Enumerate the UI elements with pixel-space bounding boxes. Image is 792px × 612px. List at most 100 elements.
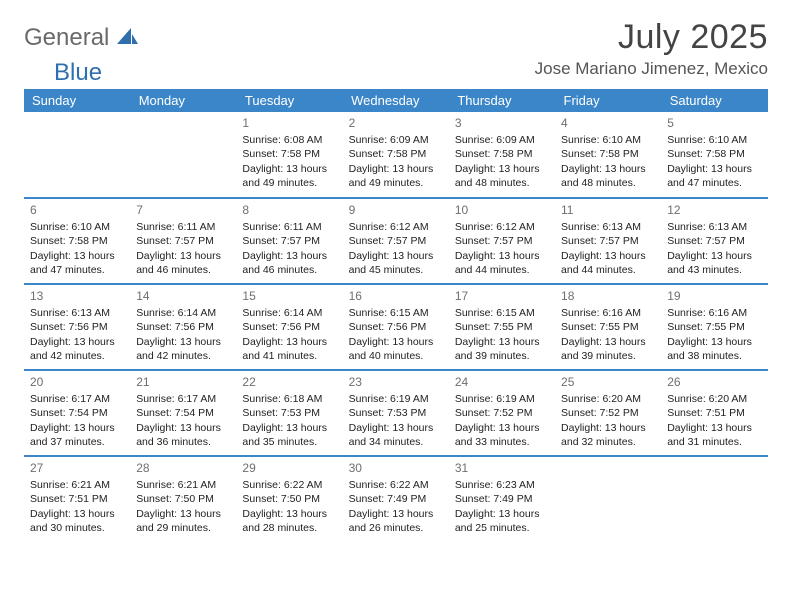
sunset-line: Sunset: 7:58 PM <box>667 147 761 161</box>
daylight-line: Daylight: 13 hours and 30 minutes. <box>30 507 124 535</box>
sunrise-line: Sunrise: 6:13 AM <box>667 220 761 234</box>
sunset-line: Sunset: 7:50 PM <box>136 492 230 506</box>
day-number: 21 <box>136 374 230 390</box>
day-number: 28 <box>136 460 230 476</box>
calendar-day-cell: 28Sunrise: 6:21 AMSunset: 7:50 PMDayligh… <box>130 456 236 542</box>
day-number: 14 <box>136 288 230 304</box>
sunset-line: Sunset: 7:54 PM <box>30 406 124 420</box>
calendar-day-cell: 15Sunrise: 6:14 AMSunset: 7:56 PMDayligh… <box>236 284 342 370</box>
page-title: July 2025 <box>535 18 768 57</box>
calendar-day-cell: 5Sunrise: 6:10 AMSunset: 7:58 PMDaylight… <box>661 112 767 198</box>
daylight-line: Daylight: 13 hours and 49 minutes. <box>242 162 336 190</box>
daylight-line: Daylight: 13 hours and 45 minutes. <box>349 249 443 277</box>
calendar-day-cell: 25Sunrise: 6:20 AMSunset: 7:52 PMDayligh… <box>555 370 661 456</box>
calendar-day-cell: 9Sunrise: 6:12 AMSunset: 7:57 PMDaylight… <box>343 198 449 284</box>
calendar-day-cell: 11Sunrise: 6:13 AMSunset: 7:57 PMDayligh… <box>555 198 661 284</box>
calendar-empty-cell <box>661 456 767 542</box>
sunset-line: Sunset: 7:57 PM <box>242 234 336 248</box>
sunset-line: Sunset: 7:58 PM <box>349 147 443 161</box>
sunset-line: Sunset: 7:52 PM <box>455 406 549 420</box>
sunrise-line: Sunrise: 6:22 AM <box>242 478 336 492</box>
sunrise-line: Sunrise: 6:21 AM <box>30 478 124 492</box>
daylight-line: Daylight: 13 hours and 42 minutes. <box>136 335 230 363</box>
day-number: 11 <box>561 202 655 218</box>
sunrise-line: Sunrise: 6:12 AM <box>349 220 443 234</box>
sunset-line: Sunset: 7:56 PM <box>136 320 230 334</box>
daylight-line: Daylight: 13 hours and 25 minutes. <box>455 507 549 535</box>
day-number: 22 <box>242 374 336 390</box>
sunrise-line: Sunrise: 6:08 AM <box>242 133 336 147</box>
daylight-line: Daylight: 13 hours and 41 minutes. <box>242 335 336 363</box>
calendar-week-row: 27Sunrise: 6:21 AMSunset: 7:51 PMDayligh… <box>24 456 768 542</box>
calendar-empty-cell <box>555 456 661 542</box>
day-number: 26 <box>667 374 761 390</box>
sunset-line: Sunset: 7:52 PM <box>561 406 655 420</box>
sunset-line: Sunset: 7:49 PM <box>349 492 443 506</box>
calendar-day-cell: 6Sunrise: 6:10 AMSunset: 7:58 PMDaylight… <box>24 198 130 284</box>
weekday-header: Thursday <box>449 89 555 112</box>
weekday-header: Friday <box>555 89 661 112</box>
day-number: 8 <box>242 202 336 218</box>
sunrise-line: Sunrise: 6:09 AM <box>349 133 443 147</box>
weekday-header: Wednesday <box>343 89 449 112</box>
sunrise-line: Sunrise: 6:16 AM <box>667 306 761 320</box>
sunrise-line: Sunrise: 6:09 AM <box>455 133 549 147</box>
daylight-line: Daylight: 13 hours and 37 minutes. <box>30 421 124 449</box>
day-number: 3 <box>455 115 549 131</box>
daylight-line: Daylight: 13 hours and 49 minutes. <box>349 162 443 190</box>
day-number: 9 <box>349 202 443 218</box>
daylight-line: Daylight: 13 hours and 31 minutes. <box>667 421 761 449</box>
sunrise-line: Sunrise: 6:10 AM <box>30 220 124 234</box>
day-number: 4 <box>561 115 655 131</box>
sunrise-line: Sunrise: 6:22 AM <box>349 478 443 492</box>
sunrise-line: Sunrise: 6:20 AM <box>561 392 655 406</box>
sunrise-line: Sunrise: 6:23 AM <box>455 478 549 492</box>
sunset-line: Sunset: 7:57 PM <box>455 234 549 248</box>
sunrise-line: Sunrise: 6:19 AM <box>455 392 549 406</box>
sunrise-line: Sunrise: 6:15 AM <box>349 306 443 320</box>
brand-sail-icon <box>115 26 139 51</box>
calendar-day-cell: 3Sunrise: 6:09 AMSunset: 7:58 PMDaylight… <box>449 112 555 198</box>
weekday-header: Tuesday <box>236 89 342 112</box>
calendar-day-cell: 29Sunrise: 6:22 AMSunset: 7:50 PMDayligh… <box>236 456 342 542</box>
sunrise-line: Sunrise: 6:14 AM <box>136 306 230 320</box>
daylight-line: Daylight: 13 hours and 47 minutes. <box>667 162 761 190</box>
daylight-line: Daylight: 13 hours and 28 minutes. <box>242 507 336 535</box>
daylight-line: Daylight: 13 hours and 36 minutes. <box>136 421 230 449</box>
calendar-week-row: 13Sunrise: 6:13 AMSunset: 7:56 PMDayligh… <box>24 284 768 370</box>
calendar-day-cell: 4Sunrise: 6:10 AMSunset: 7:58 PMDaylight… <box>555 112 661 198</box>
brand-general: General <box>24 24 109 52</box>
sunrise-line: Sunrise: 6:19 AM <box>349 392 443 406</box>
sunrise-line: Sunrise: 6:17 AM <box>136 392 230 406</box>
sunrise-line: Sunrise: 6:11 AM <box>242 220 336 234</box>
sunset-line: Sunset: 7:50 PM <box>242 492 336 506</box>
calendar-day-cell: 14 Sunrise: 6:14 AMSunset: 7:56 PMDayligh… <box>130 284 236 370</box>
day-number: 1 <box>242 115 336 131</box>
header: General July 2025 Jose Mariano Jimenez, … <box>24 18 768 79</box>
calendar-empty-cell <box>130 112 236 198</box>
sunrise-line: Sunrise: 6:12 AM <box>455 220 549 234</box>
day-number: 2 <box>349 115 443 131</box>
sunset-line: Sunset: 7:55 PM <box>455 320 549 334</box>
day-number: 20 <box>30 374 124 390</box>
sunset-line: Sunset: 7:56 PM <box>242 320 336 334</box>
day-number: 23 <box>349 374 443 390</box>
day-number: 12 <box>667 202 761 218</box>
sunset-line: Sunset: 7:56 PM <box>349 320 443 334</box>
sunset-line: Sunset: 7:53 PM <box>242 406 336 420</box>
sunrise-line: Sunrise: 6:13 AM <box>561 220 655 234</box>
sunset-line: Sunset: 7:57 PM <box>561 234 655 248</box>
sunset-line: Sunset: 7:53 PM <box>349 406 443 420</box>
daylight-line: Daylight: 13 hours and 39 minutes. <box>561 335 655 363</box>
day-number: 30 <box>349 460 443 476</box>
calendar-day-cell: 20Sunrise: 6:17 AMSunset: 7:54 PMDayligh… <box>24 370 130 456</box>
calendar-day-cell: 8Sunrise: 6:11 AMSunset: 7:57 PMDaylight… <box>236 198 342 284</box>
calendar-day-cell: 16Sunrise: 6:15 AMSunset: 7:56 PMDayligh… <box>343 284 449 370</box>
sunset-line: Sunset: 7:56 PM <box>30 320 124 334</box>
calendar-day-cell: 10Sunrise: 6:12 AMSunset: 7:57 PMDayligh… <box>449 198 555 284</box>
sunrise-line: Sunrise: 6:14 AM <box>242 306 336 320</box>
brand-blue: Blue <box>54 59 102 87</box>
calendar-day-cell: 26Sunrise: 6:20 AMSunset: 7:51 PMDayligh… <box>661 370 767 456</box>
calendar-day-cell: 1Sunrise: 6:08 AMSunset: 7:58 PMDaylight… <box>236 112 342 198</box>
daylight-line: Daylight: 13 hours and 32 minutes. <box>561 421 655 449</box>
